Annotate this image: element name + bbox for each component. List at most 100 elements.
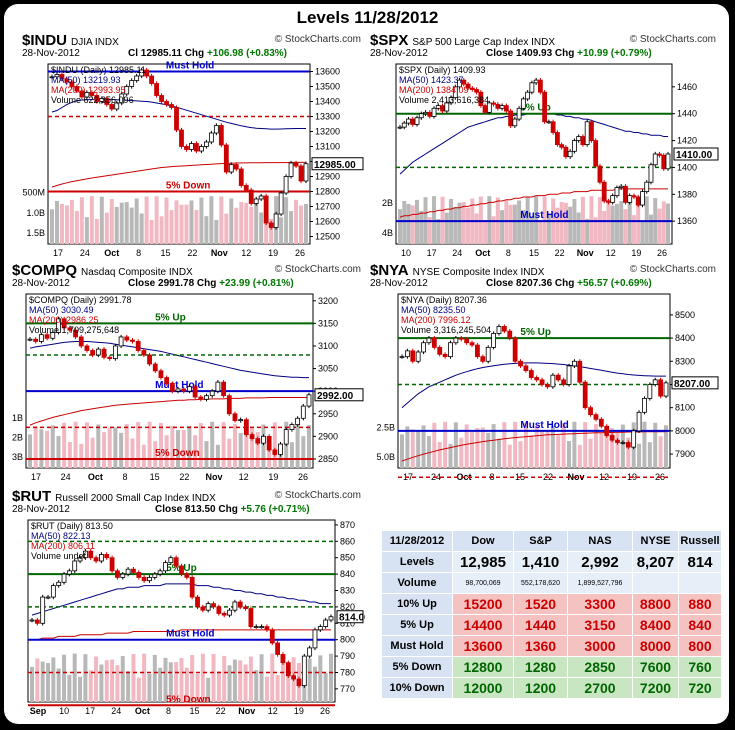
ma50-line [31,583,331,616]
y-tick-label: 13100 [315,142,340,152]
legend-price: $INDU (Daily) 12985.11 [51,65,146,75]
volume-bar [307,425,311,468]
volume-bar [243,664,248,702]
legend-ma200: MA(200) 2986.25 [29,315,99,325]
price-candle [491,102,496,105]
volume-bar [648,214,653,244]
volume-bar [179,204,184,244]
price-candle [221,381,226,397]
volume-bar [232,424,237,468]
price-candle [238,168,244,186]
table-cell: 1360 [513,635,568,657]
table-row-levels: Levels 12,985 1,410 2,992 8,207 814 [381,551,722,573]
price-candle [601,181,607,202]
price-candle [486,102,492,113]
spx-chart: 1360 1380 1400 1420 1440 1460 10 17 24 Oct 8 15 22 No… [382,63,719,258]
volume-bar [238,432,243,468]
price-candle [253,198,259,204]
price-candle [169,383,175,392]
symbol: $INDU [22,32,68,49]
table-header-sp: S&P [513,530,568,552]
volume-bar [486,432,491,468]
volume-bar [194,210,199,244]
level-label: Must Hold [520,420,568,431]
volume-bar [496,438,501,468]
price-candle [115,570,120,578]
volume-bar [620,424,625,468]
volume-bar [222,656,227,702]
volume-bar [90,437,95,468]
volume-bar [56,436,61,468]
volume-bar [593,217,598,244]
price-candle [61,573,67,583]
volume-bar [83,654,88,702]
volume-bar [599,432,604,468]
x-tick-label: Oct [135,706,150,716]
price-candle [89,92,95,96]
volume-bar [604,427,609,468]
level-label: 5% Down [166,181,210,192]
volume-bar [504,200,509,244]
table-cell: 1,899,527,796 [567,572,633,594]
table-cell: 1280 [513,656,568,678]
table-header-nyse: NYSE [632,530,679,552]
row-label: Must Hold [381,635,453,657]
price-candle [169,104,174,108]
price-candle [414,117,420,125]
volume-tick-label: 4B [382,228,393,238]
legend-ma200: MA(200) 1384.09 [399,85,469,95]
y-tick-label: 1440 [677,109,697,119]
y-tick-label: 12600 [315,217,340,227]
table-cell: 14400 [452,614,514,636]
price-candle [174,107,179,131]
volume-bar [491,216,496,244]
volume-bar [187,425,192,468]
volume-bar [658,436,663,468]
y-tick-label: 1380 [677,189,697,199]
volume-bar [512,204,517,244]
date: 28-Nov-2012 [22,48,80,59]
volume-bar [402,200,407,244]
volume-bar [184,204,189,244]
x-tick-label: 8 [506,248,511,258]
price-candle [233,164,239,170]
volume-bar [59,203,64,244]
volume-bar [88,670,93,702]
volume-bar [323,672,328,702]
x-tick-label: 24 [61,472,71,482]
price-candle [448,97,454,104]
price-candle [205,603,211,611]
volume-bar [559,202,564,244]
table-cell: 1440 [513,614,568,636]
y-tick-label: 13400 [315,97,340,107]
y-tick-label: 8300 [675,356,695,366]
x-tick-label: Nov [577,248,594,258]
price-candle [512,118,518,127]
volume-bar [483,219,488,244]
price-candle [474,89,479,93]
table-header-row: 11/28/2012 Dow S&P NAS NYSE Russell [381,530,722,552]
price-candle [255,438,261,444]
price-candle [119,93,125,104]
y-tick-label: 840 [340,569,355,579]
price-candle [529,82,535,93]
volume-bar [79,443,84,468]
volume-bar [269,218,274,244]
symbol: $NYA [370,262,409,279]
legend-volume: Volume 3,316,245,504 [401,325,491,335]
price-candle [192,386,198,398]
table-cell: 7200 [632,677,679,699]
volume-bar [637,443,642,468]
ma50-line [401,362,666,409]
ma200-line [401,431,666,462]
x-tick-label: 17 [53,248,63,258]
volume-bar [588,438,593,468]
price-candle [243,185,249,191]
volume-bar [299,205,304,244]
price-candle [572,360,577,367]
volume-bar [610,428,615,468]
price-candle [78,336,84,347]
price-candle [545,384,550,388]
price-candle [141,576,147,582]
y-tick-label: 3100 [318,341,338,351]
